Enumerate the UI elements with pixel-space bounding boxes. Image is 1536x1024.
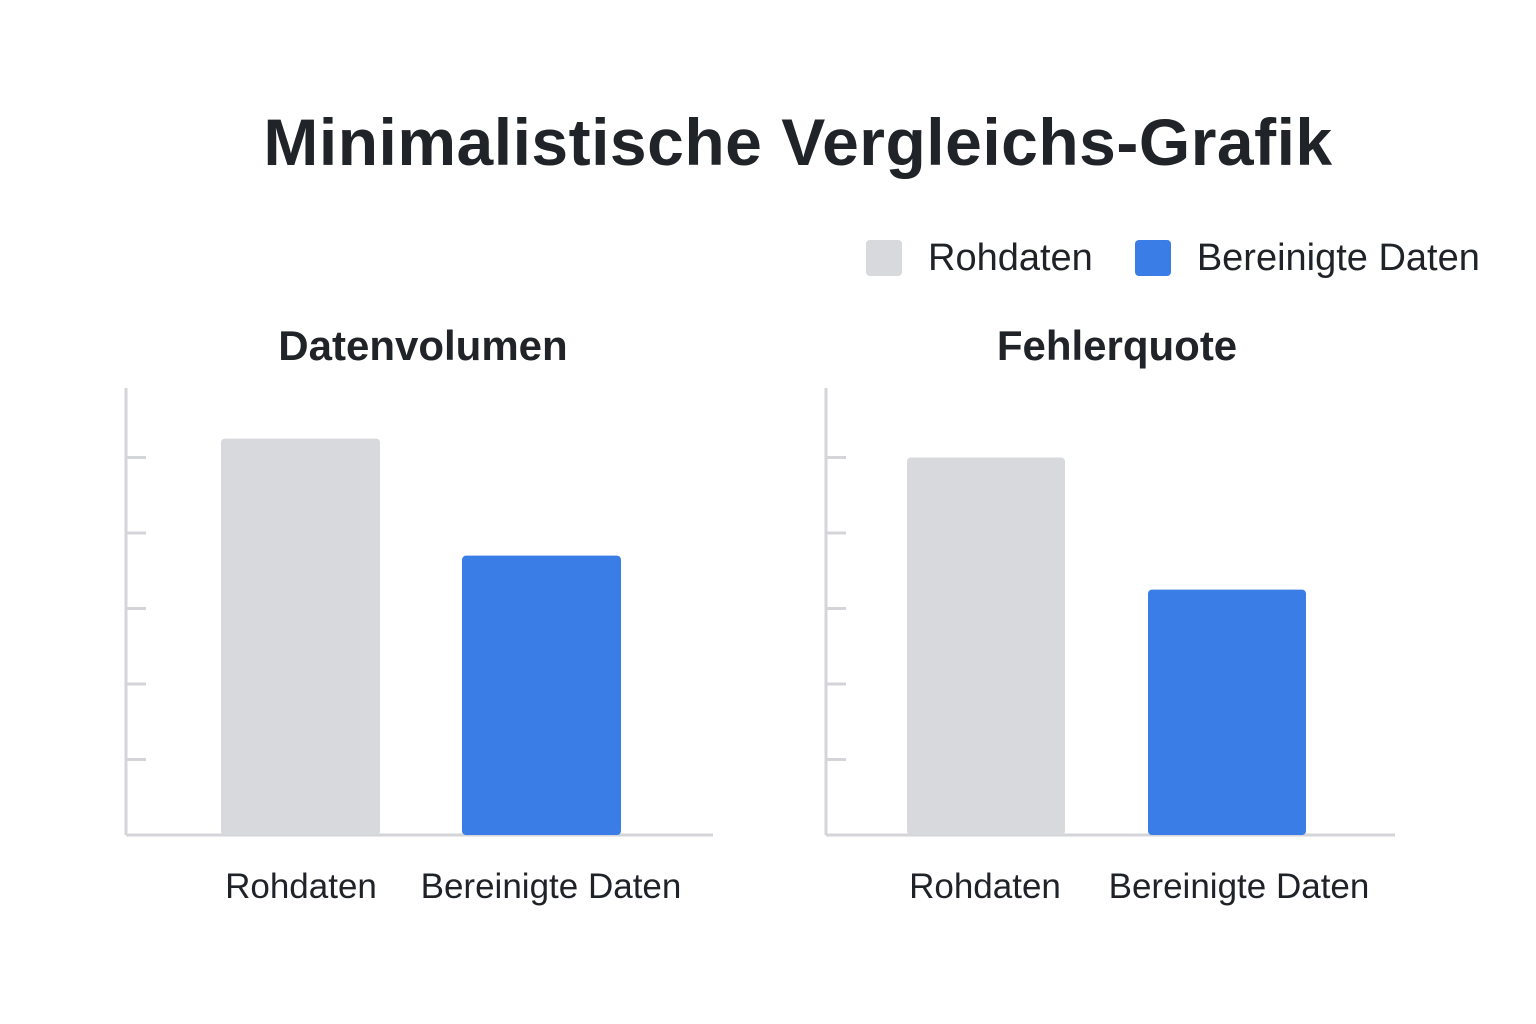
legend-swatch-clean: [1134, 240, 1171, 276]
x-tick-label-1-0: Rohdaten: [909, 867, 1061, 906]
legend-swatch-raw: [866, 240, 902, 276]
legend-label-raw: Rohdaten: [928, 236, 1093, 279]
chart-title-1: Fehlerquote: [997, 322, 1237, 369]
bar-1-raw: [907, 457, 1065, 835]
x-tick-label-0-0: Rohdaten: [225, 867, 377, 906]
chart-title-0: Datenvolumen: [278, 322, 567, 369]
bar-0-clean: [462, 555, 621, 835]
x-tick-label-1-1: Bereinigte Daten: [1109, 867, 1370, 906]
x-tick-label-0-1: Bereinigte Daten: [421, 867, 682, 906]
legend-label-clean: Bereinigte Daten: [1196, 236, 1480, 279]
legend-item-clean: Bereinigte Daten: [1134, 236, 1480, 280]
legend: Rohdaten Bereinigte Daten: [866, 236, 1480, 280]
page-title: Minimalistische Vergleichs-Grafik: [263, 105, 1333, 179]
legend-item-raw: Rohdaten: [866, 237, 1093, 280]
bar-1-clean: [1148, 589, 1306, 835]
bar-0-raw: [221, 438, 380, 835]
